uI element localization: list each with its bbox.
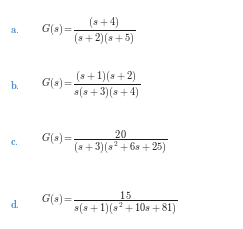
- Text: $\mathbf{c.}$: $\mathbf{c.}$: [10, 137, 18, 147]
- Text: $G(s) = \dfrac{20}{(s+3)(s^2+6s+25)}$: $G(s) = \dfrac{20}{(s+3)(s^2+6s+25)}$: [41, 128, 168, 155]
- Text: $G(s) = \dfrac{(s+1)(s+2)}{s(s+3)(s+4)}$: $G(s) = \dfrac{(s+1)(s+2)}{s(s+3)(s+4)}$: [41, 69, 141, 101]
- Text: $G(s) = \dfrac{15}{s(s+1)(s^2+10s+81)}$: $G(s) = \dfrac{15}{s(s+1)(s^2+10s+81)}$: [41, 190, 178, 217]
- Text: $\mathbf{b.}$: $\mathbf{b.}$: [10, 79, 19, 91]
- Text: $G(s) = \dfrac{(s+4)}{(s+2)(s+5)}$: $G(s) = \dfrac{(s+4)}{(s+2)(s+5)}$: [41, 14, 136, 46]
- Text: $\mathbf{a.}$: $\mathbf{a.}$: [10, 25, 19, 35]
- Text: $\mathbf{d.}$: $\mathbf{d.}$: [10, 198, 19, 210]
